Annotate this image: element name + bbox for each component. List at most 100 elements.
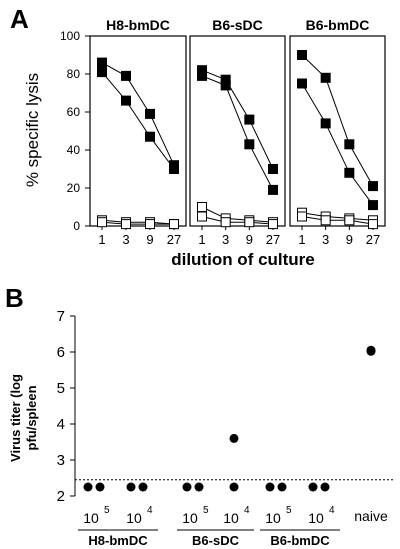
dose-base: 10 [223, 510, 239, 526]
filled-square-marker [244, 114, 255, 125]
y-tick-label: 7 [57, 308, 65, 325]
series-line [201, 69, 274, 170]
filled-square-marker [145, 131, 155, 142]
series-line [301, 83, 374, 206]
x-tick-label: 3 [322, 232, 329, 247]
y-tick-label: 80 [67, 67, 81, 81]
filled-square-marker [368, 181, 378, 192]
open-square-marker [97, 217, 107, 228]
panel-a-ylabel: % specific lysis [23, 73, 42, 187]
data-point [194, 482, 204, 492]
open-square-marker [121, 219, 131, 230]
data-point [320, 482, 330, 492]
series-line [101, 62, 175, 166]
x-tick-label: 9 [146, 232, 153, 247]
dose-exponent: 4 [244, 505, 250, 516]
data-point [366, 345, 376, 355]
panel-a-xlabel: dilution of culture [171, 250, 315, 269]
subplot-frame [289, 35, 386, 227]
dose-base: 10 [308, 510, 324, 526]
data-point [229, 433, 239, 443]
data-point [138, 482, 148, 492]
open-square-marker [368, 219, 378, 230]
filled-square-marker [297, 50, 307, 60]
dose-exponent: 5 [286, 505, 292, 516]
filled-square-marker [344, 139, 355, 150]
x-tick-label: 1 [98, 232, 105, 247]
series-line [201, 75, 274, 191]
y-tick-label: 4 [57, 416, 65, 433]
x-tick-label: 9 [346, 232, 353, 247]
x-tick-label: 3 [122, 232, 129, 247]
y-tick-label: 20 [67, 181, 81, 195]
x-tick-label: 27 [266, 232, 280, 247]
x-group-label: naive [354, 508, 388, 524]
dose-exponent: 4 [329, 505, 335, 516]
open-square-marker [344, 215, 355, 226]
dose-exponent: 5 [104, 505, 110, 516]
filled-square-marker [320, 118, 331, 129]
filled-square-marker [197, 70, 207, 81]
open-square-marker [297, 211, 307, 222]
series-line [101, 71, 175, 170]
filled-square-marker [344, 167, 355, 178]
filled-square-marker [268, 164, 278, 174]
filled-square-marker [145, 108, 155, 119]
group-label: H8-bmDC [88, 533, 148, 548]
dose-base: 10 [126, 510, 142, 526]
open-square-marker [320, 215, 331, 226]
open-square-marker [220, 217, 231, 228]
y-tick-label: 100 [60, 29, 80, 43]
panel-a-plots: 0 20 40 60 80 100 H8-bmDC 1 3 9 27 B6-sDC 1 3 9 27 B6-bm… [60, 17, 386, 247]
y-tick-label: 60 [67, 105, 81, 119]
open-square-marker [268, 219, 278, 230]
panel-a-letter: A [10, 4, 29, 34]
dose-exponent: 5 [203, 505, 209, 516]
subplot-title: B6-sDC [212, 17, 263, 33]
y-tick-label: 5 [57, 380, 65, 397]
data-point [95, 482, 105, 492]
x-tick-label: 27 [167, 232, 181, 247]
open-square-marker [197, 202, 207, 212]
filled-square-marker [320, 72, 331, 83]
series-line [301, 212, 374, 221]
data-point [277, 482, 287, 492]
open-square-marker [169, 219, 179, 230]
filled-square-marker [97, 57, 107, 68]
group-label: B6-sDC [192, 533, 240, 548]
subplot-title: B6-bmDC [306, 17, 370, 33]
open-square-marker [197, 211, 207, 222]
filled-square-marker [121, 70, 131, 81]
filled-square-marker [244, 139, 255, 150]
data-point [83, 482, 93, 492]
subplot-frame [89, 35, 187, 227]
dose-base: 10 [265, 510, 281, 526]
open-square-marker [145, 219, 155, 230]
x-tick-label: 1 [198, 232, 205, 247]
y-tick-label: 40 [67, 143, 81, 157]
y-tick-label: 6 [57, 344, 65, 361]
panel-b-ylabel-line2: pfu/spleen [24, 385, 39, 450]
series-line [201, 206, 274, 223]
y-tick-label: 0 [73, 219, 80, 233]
series-line [201, 216, 274, 225]
dose-base: 10 [83, 510, 99, 526]
series-line [301, 216, 374, 225]
filled-square-marker [97, 67, 107, 78]
group-label: B6-bmDC [270, 533, 330, 548]
panel-b-plot: 2 3 4 5 6 7 10 5 10 4 10 5 10 4 10 5 10 4 naive H8-bmDC B6-s… [57, 308, 395, 548]
data-point [265, 482, 275, 492]
x-tick-label: 3 [222, 232, 229, 247]
filled-square-marker [297, 78, 307, 89]
dose-base: 10 [182, 510, 198, 526]
filled-square-marker [368, 200, 378, 211]
open-square-marker [244, 217, 255, 228]
data-point [126, 482, 136, 492]
y-tick-label: 3 [57, 452, 65, 469]
subplot-frame [189, 35, 286, 227]
y-tick-label: 2 [57, 488, 65, 505]
panel-b-ylabel-line1: Virus titer (log [8, 374, 23, 462]
x-tick-label: 27 [366, 232, 380, 247]
filled-square-marker [121, 95, 131, 106]
